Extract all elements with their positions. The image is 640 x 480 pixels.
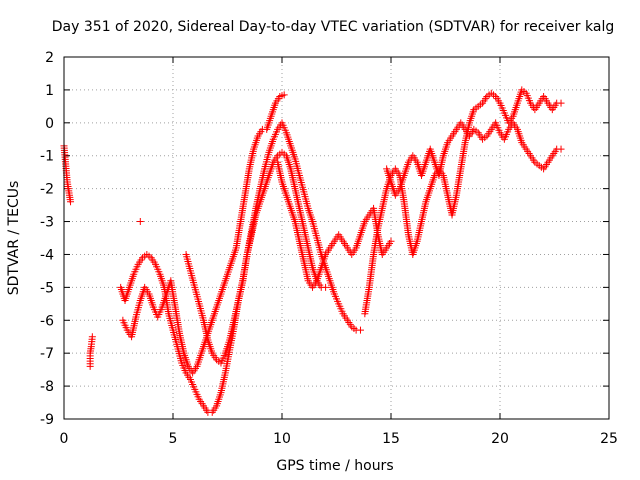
y-tick-label: -9: [40, 412, 54, 428]
data-point: [356, 326, 364, 334]
data-point: [88, 333, 96, 341]
data-point: [67, 198, 75, 206]
x-axis-label: GPS time / hours: [276, 458, 393, 474]
y-tick-label: 2: [45, 50, 54, 66]
x-tick-label: 0: [60, 431, 69, 447]
x-tick-label: 20: [491, 431, 509, 447]
chart-title: Day 351 of 2020, Sidereal Day-to-day VTE…: [52, 19, 614, 35]
x-tick-label: 15: [382, 431, 400, 447]
data-point: [322, 283, 330, 291]
data-point: [136, 218, 144, 226]
y-tick-label: -6: [40, 313, 54, 329]
y-tick-label: -4: [40, 247, 54, 263]
y-tick-label: -7: [40, 346, 54, 362]
data-point: [557, 145, 565, 153]
y-tick-label: 0: [45, 116, 54, 132]
y-tick-label: 1: [45, 83, 54, 99]
x-tick-label: 5: [169, 431, 178, 447]
plot-frame: [63, 56, 610, 420]
data-points: [60, 86, 565, 416]
y-tick-label: -8: [40, 379, 54, 395]
x-tick-label: 10: [273, 431, 291, 447]
data-point: [280, 91, 288, 99]
y-tick-label: -5: [40, 280, 54, 296]
x-tick-label: 25: [600, 431, 618, 447]
data-point: [557, 99, 565, 107]
y-tick-label: -2: [40, 182, 54, 198]
grid-lines: [64, 57, 609, 419]
y-axis-label: SDTVAR / TECUs: [6, 181, 22, 296]
y-tick-label: -1: [40, 149, 54, 165]
y-tick-label: -3: [40, 215, 54, 231]
data-point: [387, 237, 395, 245]
